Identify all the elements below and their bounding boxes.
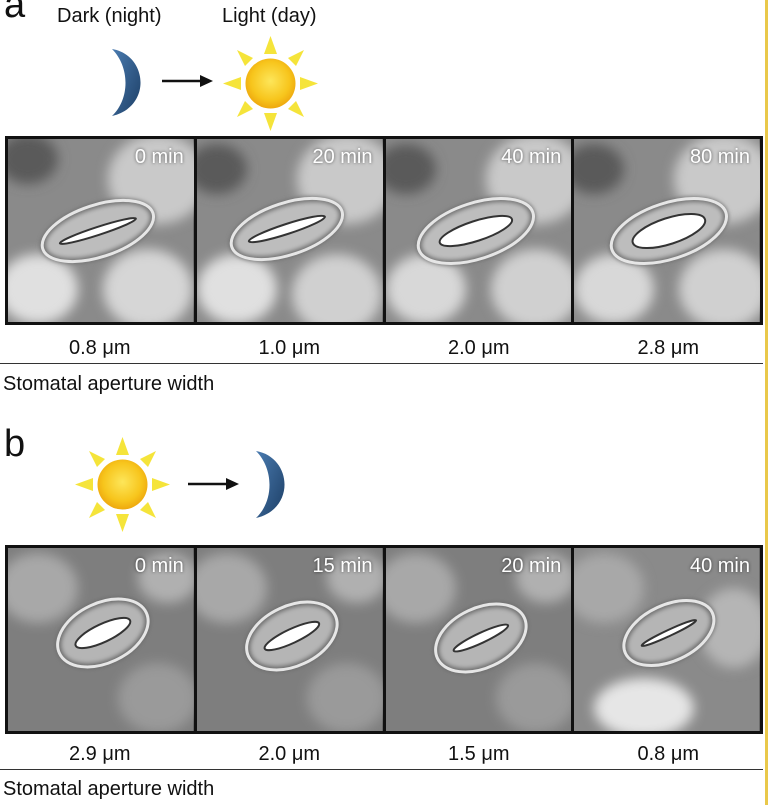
aperture-width-value: 0.8 μm (637, 743, 700, 765)
figure-frame-edge (765, 0, 768, 805)
aperture-width-value: 1.0 μm (258, 337, 321, 359)
aperture-width-value: 2.8 μm (637, 337, 700, 359)
micrograph-tile: 40 min (574, 548, 760, 731)
aperture-width-row-b: 2.9 μm 2.0 μm 1.5 μm 0.8 μm (5, 744, 763, 764)
to-condition-label: Light (day) (222, 5, 317, 27)
moon-icon (112, 49, 141, 116)
micrograph-tile: 20 min (196, 139, 383, 322)
panel-letter-b: b (4, 423, 26, 465)
micrograph-tile: 80 min (574, 139, 760, 322)
from-condition-label: Dark (night) (57, 5, 162, 27)
time-label: 0 min (134, 146, 184, 168)
micrograph-tile: 40 min (385, 139, 572, 322)
stoma-micrograph (196, 548, 383, 731)
micrograph-tile: 20 min (385, 548, 572, 731)
divider-rule (0, 769, 763, 770)
aperture-width-value: 2.9 μm (68, 743, 131, 765)
time-label: 20 min (312, 146, 373, 168)
stoma-micrograph (8, 139, 194, 322)
micrograph-strip-b: 0 min 15 min (5, 545, 763, 734)
stoma-micrograph (8, 548, 194, 731)
aperture-caption: Stomatal aperture width (3, 373, 215, 395)
sun-icon (75, 437, 170, 532)
panel-letter-a: a (4, 0, 26, 26)
stoma-micrograph (574, 548, 760, 731)
aperture-width-row-a: 0.8 μm 1.0 μm 2.0 μm 2.8 μm (5, 338, 763, 358)
time-label: 0 min (134, 555, 184, 577)
micrograph-tile: 0 min (8, 548, 194, 731)
divider-rule (0, 363, 763, 364)
time-label: 40 min (689, 555, 750, 577)
sun-icon (223, 36, 318, 131)
time-label: 40 min (501, 146, 562, 168)
arrow-icon (162, 75, 213, 87)
aperture-width-value: 0.8 μm (68, 337, 131, 359)
time-label: 15 min (312, 555, 373, 577)
stoma-micrograph (196, 139, 383, 322)
micrograph-tile: 0 min (8, 139, 194, 322)
aperture-width-value: 2.0 μm (447, 337, 510, 359)
stoma-micrograph (385, 548, 572, 731)
aperture-width-value: 1.5 μm (447, 743, 510, 765)
micrograph-tile: 15 min (196, 548, 383, 731)
arrow-icon (188, 478, 239, 490)
time-label: 20 min (501, 555, 562, 577)
aperture-caption: Stomatal aperture width (3, 778, 215, 800)
aperture-width-value: 2.0 μm (258, 743, 321, 765)
time-label: 80 min (689, 146, 750, 168)
micrograph-strip-a: 0 min 20 min (5, 136, 763, 325)
stoma-micrograph (574, 139, 760, 322)
stoma-micrograph (385, 139, 572, 322)
moon-icon (256, 451, 285, 518)
